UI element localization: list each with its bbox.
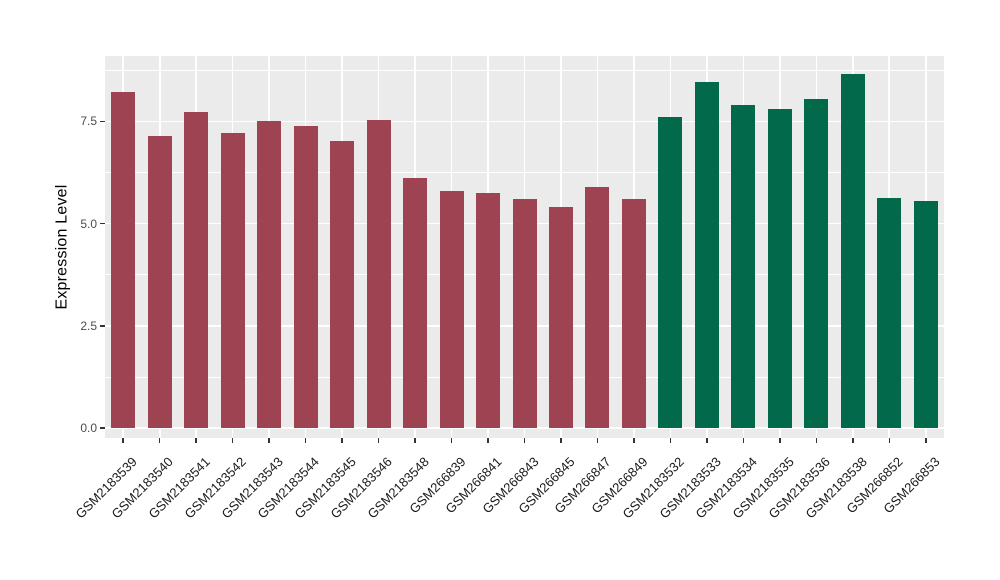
x-tick-mark [779, 438, 781, 443]
x-tick-mark [377, 438, 380, 443]
bar [330, 140, 355, 429]
x-tick-mark [450, 438, 453, 443]
bar [184, 112, 209, 429]
bar [585, 186, 610, 429]
bar [913, 200, 938, 429]
x-tick-mark [742, 438, 745, 443]
bar [840, 73, 865, 429]
y-axis-title-text: Expression Level [54, 184, 72, 310]
bar [658, 116, 683, 429]
x-tick-mark [158, 438, 161, 443]
bar [512, 199, 537, 429]
x-tick-mark [888, 438, 891, 443]
x-tick-mark [596, 438, 599, 443]
y-tick-mark [100, 120, 105, 123]
bar [767, 109, 792, 429]
y-tick-label: 5.0 [80, 216, 97, 231]
x-tick-mark [706, 438, 708, 443]
x-tick-mark [122, 438, 124, 443]
bar [877, 197, 902, 429]
bar [621, 198, 646, 429]
bar [257, 121, 282, 429]
bar [694, 81, 719, 429]
y-tick-mark [100, 427, 105, 429]
bar [548, 206, 573, 429]
bar [220, 132, 245, 429]
bar [293, 126, 318, 429]
x-tick-mark [925, 438, 927, 443]
x-tick-mark [560, 438, 562, 443]
y-tick-label: 7.5 [80, 114, 97, 129]
y-tick-label: 0.0 [80, 421, 97, 436]
x-tick-mark [523, 438, 526, 443]
y-tick-mark [100, 222, 105, 225]
plot-panel [105, 56, 944, 438]
x-tick-mark [231, 438, 234, 443]
bar [403, 177, 428, 429]
y-tick-mark [100, 325, 105, 327]
bar [476, 192, 501, 429]
bar [366, 120, 391, 429]
x-tick-mark [195, 438, 197, 443]
x-tick-mark [487, 438, 489, 443]
x-tick-mark [414, 438, 416, 443]
bar [111, 91, 136, 429]
bar [804, 98, 829, 429]
x-tick-mark [669, 438, 672, 443]
y-tick-label: 2.5 [80, 318, 97, 333]
bar [731, 104, 756, 429]
x-tick-mark [268, 438, 270, 443]
bar [439, 190, 464, 429]
x-tick-mark [852, 438, 854, 443]
x-tick-mark [304, 438, 307, 443]
x-tick-mark [815, 438, 818, 443]
x-tick-mark [341, 438, 343, 443]
bar [147, 135, 172, 429]
x-tick-mark [633, 438, 635, 443]
